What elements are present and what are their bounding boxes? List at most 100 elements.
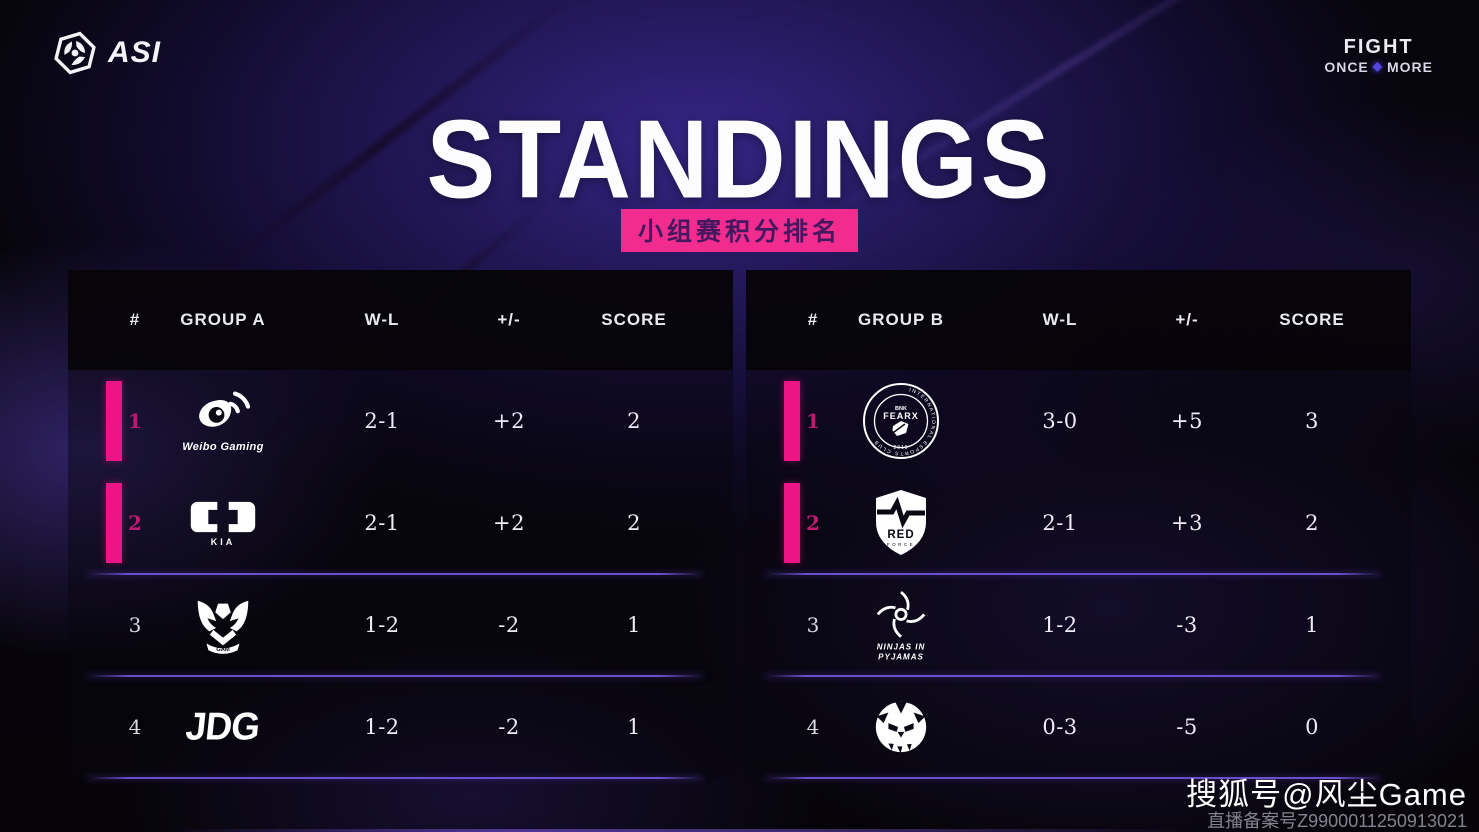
table-row: 1 Weibo Gaming 2-1 +2 2 — [68, 370, 733, 472]
column-score: SCORE — [1279, 310, 1345, 329]
group-b-table: # GROUP B W-L +/- SCORE 1 INTERNATIONAL … — [746, 270, 1411, 779]
wl-value: 1-2 — [364, 613, 400, 637]
dplus-kia-logo: KIA — [143, 499, 303, 547]
table-row: 2 KIA 2-1 +2 2 — [68, 472, 733, 574]
viking-face-icon — [875, 701, 927, 754]
rank-highlight-bar — [784, 483, 800, 563]
column-group-a: GROUP A — [180, 310, 266, 329]
row-divider — [764, 573, 1381, 575]
column-score: SCORE — [601, 310, 667, 329]
rank-value: 3 — [806, 613, 820, 637]
rank-value: 1 — [806, 409, 820, 433]
score-value: 1 — [627, 715, 641, 739]
dplus-kia-bracket-icon — [190, 501, 256, 533]
watermark-license: 直播备案号Z9900011250913021 — [1207, 811, 1467, 832]
row-divider — [86, 573, 703, 575]
gam-eagle-crest-icon: GAM — [197, 600, 249, 654]
nip-shuriken-icon — [876, 591, 926, 638]
rank-value: 2 — [128, 511, 142, 535]
asi-swirl-icon — [54, 31, 96, 75]
table-row: 4 — [746, 676, 1411, 778]
column-plusminus: +/- — [497, 310, 521, 329]
table-row: 1 INTERNATIONAL ESPORTS CLUB BNK FEARX 2… — [746, 370, 1411, 472]
slogan-block: FIGHT ONCE ◆ MORE — [1324, 36, 1433, 75]
column-rank: # — [129, 310, 141, 329]
watermark: 搜狐号@风尘Game 直播备案号Z9900011250913021 — [1186, 776, 1467, 832]
plusminus-value: -2 — [498, 613, 520, 637]
table-row: 3 GAM 1-2 -2 1 — [68, 574, 733, 676]
watermark-account: 搜狐号@风尘Game — [1186, 776, 1467, 812]
plusminus-value: +2 — [493, 409, 525, 433]
bnk-fearx-logo: INTERNATIONAL ESPORTS CLUB BNK FEARX 201… — [821, 381, 981, 461]
plusminus-value: -2 — [498, 715, 520, 739]
score-value: 2 — [627, 511, 641, 535]
column-group-b: GROUP B — [857, 310, 945, 329]
group-b-body: 1 INTERNATIONAL ESPORTS CLUB BNK FEARX 2… — [746, 370, 1411, 779]
row-divider — [86, 675, 703, 677]
tournament-brand: ASI — [52, 30, 161, 76]
fearx-top-text: BNK — [895, 406, 907, 412]
plusminus-value: +5 — [1171, 409, 1203, 433]
nongshim-redforce-logo: RED FORCE — [821, 488, 981, 558]
column-wl: W-L — [364, 310, 400, 329]
rank-highlight-bar — [106, 483, 122, 563]
score-value: 3 — [1305, 409, 1319, 433]
diamond-icon: ◆ — [1372, 59, 1383, 74]
rank-highlight-bar — [784, 381, 800, 461]
group-b-header: # GROUP B W-L +/- SCORE — [746, 270, 1411, 370]
score-value: 2 — [1305, 511, 1319, 535]
plusminus-value: -3 — [1176, 613, 1198, 637]
team-logo-caption: Weibo Gaming — [182, 441, 264, 453]
nip-caption-line2: PYJAMAS — [878, 652, 924, 661]
wl-value: 0-3 — [1042, 715, 1078, 739]
group-a-table: # GROUP A W-L +/- SCORE 1 Weibo Gam — [68, 270, 733, 779]
fearx-badge-icon: INTERNATIONAL ESPORTS CLUB BNK FEARX 201… — [863, 383, 939, 459]
score-value: 0 — [1305, 715, 1319, 739]
rank-value: 2 — [806, 511, 820, 535]
wl-value: 2-1 — [364, 409, 400, 433]
wl-value: 1-2 — [364, 715, 400, 739]
wl-value: 2-1 — [364, 511, 400, 535]
ninjas-in-pyjamas-logo: NINJAS IN PYJAMAS — [821, 588, 981, 661]
fearx-year-text: 2019 — [893, 445, 908, 451]
slogan-more: MORE — [1387, 59, 1433, 75]
table-row: 3 NINJAS IN PYJAMAS — [746, 574, 1411, 676]
table-row: 2 RED FORCE 2-1 +3 2 — [746, 472, 1411, 574]
team-logo-caption: KIA — [210, 537, 236, 547]
group-a-header: # GROUP A W-L +/- SCORE — [68, 270, 733, 370]
wl-value: 2-1 — [1042, 511, 1078, 535]
redforce-shield-icon: RED FORCE — [876, 490, 926, 555]
page-subtitle-wrap: 小组赛积分排名 — [0, 209, 1479, 252]
wl-value: 3-0 — [1042, 409, 1078, 433]
score-value: 1 — [1305, 613, 1319, 637]
row-divider — [764, 777, 1381, 779]
rank-highlight-bar — [106, 381, 122, 461]
bottom-glow-line — [170, 829, 1190, 832]
redforce-sub-text: FORCE — [887, 542, 915, 547]
brand-name: ASI — [108, 36, 162, 69]
team-logo-caption: NINJAS IN PYJAMAS — [877, 642, 926, 661]
jdg-logo: JDG — [143, 705, 303, 748]
rank-value: 3 — [128, 613, 142, 637]
redforce-name-text: RED — [887, 529, 914, 541]
plusminus-value: -5 — [1176, 715, 1198, 739]
plusminus-value: +3 — [1171, 511, 1203, 535]
rank-value: 4 — [806, 715, 820, 739]
gam-esports-logo: GAM — [143, 594, 303, 656]
column-rank: # — [807, 310, 819, 329]
rank-value: 1 — [128, 409, 142, 433]
row-divider — [86, 777, 703, 779]
page-title: STANDINGS — [426, 97, 1053, 222]
rank-value: 4 — [128, 715, 142, 739]
column-plusminus: +/- — [1175, 310, 1199, 329]
wl-value: 1-2 — [1042, 613, 1078, 637]
table-row: 4 JDG 1-2 -2 1 — [68, 676, 733, 778]
slogan-once: ONCE — [1324, 59, 1369, 75]
plusminus-value: +2 — [493, 511, 525, 535]
slogan-fight: FIGHT — [1343, 36, 1414, 58]
weibo-eye-icon — [199, 391, 251, 427]
weibo-gaming-logo: Weibo Gaming — [143, 389, 303, 453]
score-value: 2 — [627, 409, 641, 433]
row-divider — [764, 675, 1381, 677]
